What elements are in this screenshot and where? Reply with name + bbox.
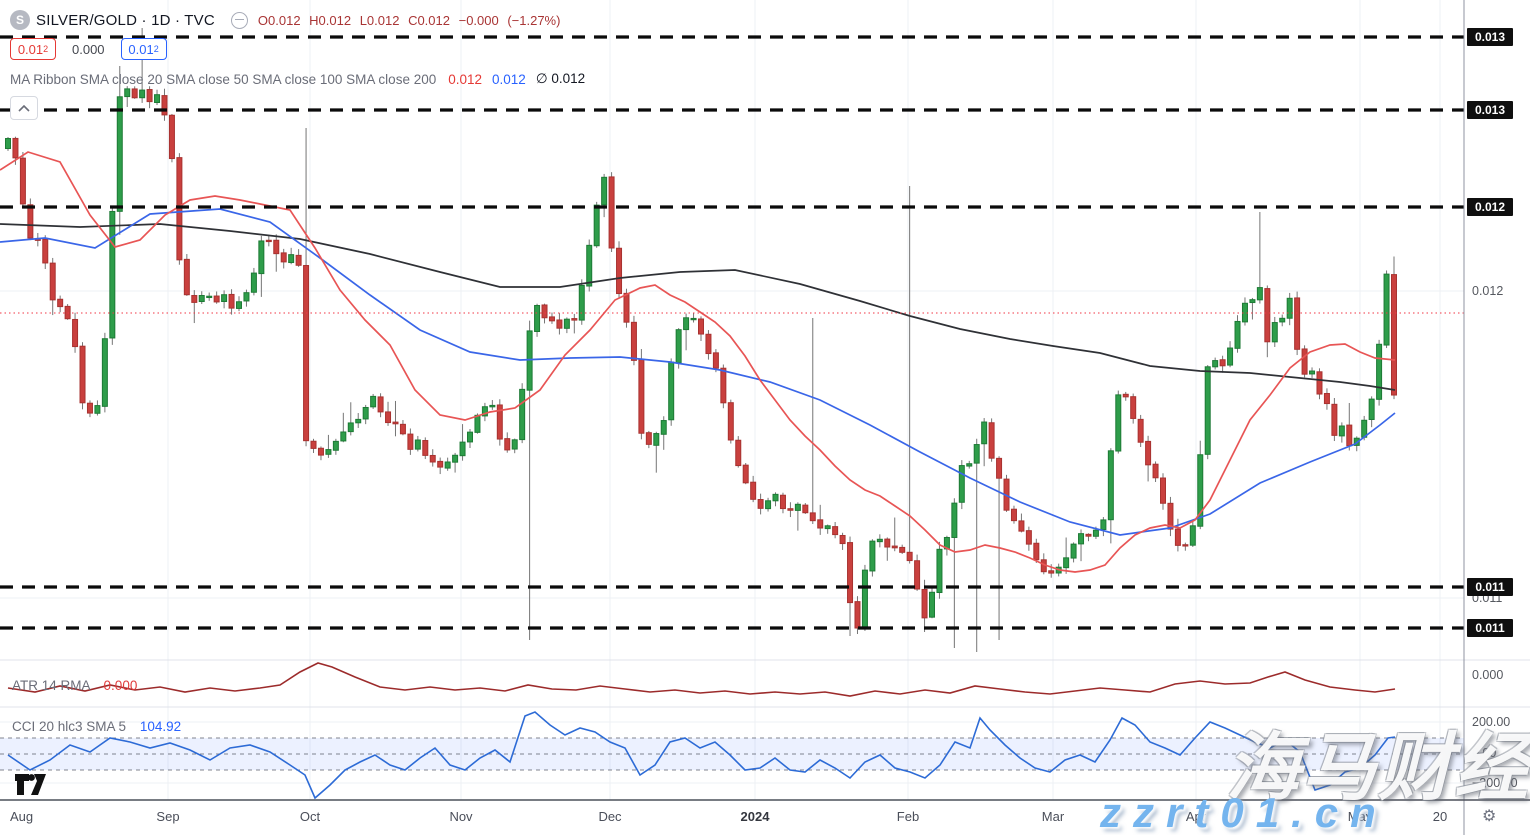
- legend: S SILVER/GOLD · 1D · TVC O0.012 H0.012 L…: [10, 8, 585, 120]
- tradingview-logo[interactable]: [14, 772, 48, 803]
- ma-ribbon-value-blue: 0.012: [492, 71, 526, 87]
- atr-indicator-label[interactable]: ATR 14 RMA 0.000: [12, 678, 137, 693]
- cci-pane: [0, 737, 1464, 771]
- collapse-legend-button[interactable]: [10, 96, 38, 120]
- time-tick: Aug: [10, 809, 34, 824]
- level-price-badge: 0.013: [1467, 101, 1513, 119]
- level-price-badge: 0.012: [1467, 198, 1513, 216]
- ma-ribbon-value-red: 0.012: [448, 71, 483, 87]
- time-tick: Mar: [1041, 809, 1065, 824]
- price-tick: 0.00: [1472, 746, 1497, 760]
- cci-indicator-label[interactable]: CCI 20 hlc3 SMA 5 104.92: [12, 719, 181, 734]
- sma20-line: [0, 151, 1396, 573]
- symbol-logo-icon: S: [10, 10, 30, 30]
- chevron-up-icon: [18, 104, 30, 112]
- price-tick: 0.012: [1472, 284, 1504, 298]
- time-tick: Oct: [299, 809, 321, 824]
- axis-settings-gear-icon[interactable]: ⚙: [1482, 808, 1497, 825]
- time-tick: Sep: [156, 809, 180, 824]
- atr-line: [7, 662, 1396, 697]
- atr-value: 0.000: [103, 678, 138, 693]
- candles-layer[interactable]: [5, 28, 1397, 652]
- price-tick: −200.00: [1472, 776, 1518, 790]
- symbol-row[interactable]: S SILVER/GOLD · 1D · TVC O0.012 H0.012 L…: [10, 8, 585, 32]
- time-tick: 2024: [740, 809, 770, 824]
- price-labels-row: 0.01 2 0.000 0.01 2: [10, 37, 585, 61]
- ma-ribbon-row[interactable]: MA Ribbon SMA close 20 SMA close 50 SMA …: [10, 70, 585, 88]
- tradingview-logo-icon: [15, 774, 46, 795]
- time-tick: Nov: [449, 809, 473, 824]
- pane-separators[interactable]: [0, 659, 1530, 708]
- ohlc-values: O0.012 H0.012 L0.012 C0.012 −0.000 (−1.2…: [257, 12, 561, 28]
- price-label-mid: 0.000: [68, 41, 109, 57]
- time-tick: May: [1347, 809, 1373, 824]
- time-tick: 20: [1432, 809, 1448, 824]
- level-price-badge: 0.011: [1467, 619, 1513, 637]
- level-price-badge: 0.013: [1467, 28, 1513, 46]
- cci-value: 104.92: [139, 719, 182, 734]
- price-tick: 0.000: [1472, 668, 1504, 682]
- horizontal-level-lines[interactable]: [0, 35, 1464, 630]
- ma-ribbon-lines: [0, 151, 1396, 573]
- gridlines: [0, 0, 1464, 800]
- time-tick: Feb: [896, 809, 920, 824]
- time-tick: Dec: [598, 809, 622, 824]
- ma-ribbon-label: MA Ribbon SMA close 20 SMA close 50 SMA …: [10, 71, 437, 87]
- symbol-title[interactable]: SILVER/GOLD · 1D · TVC: [36, 11, 215, 29]
- price-box-blue: 0.01 2: [120, 38, 167, 60]
- price-box-red: 0.01 2: [10, 38, 56, 60]
- ma-ribbon-value-avg: ∅ 0.012: [535, 71, 586, 86]
- level-price-badge: 0.011: [1467, 578, 1513, 596]
- atr-label-text: ATR 14 RMA: [12, 678, 90, 693]
- hide-symbol-icon[interactable]: [230, 11, 248, 29]
- sma50-line: [0, 208, 1396, 536]
- time-tick: Apr: [1185, 809, 1207, 824]
- cci-label-text: CCI 20 hlc3 SMA 5: [12, 719, 127, 734]
- cci-line: [7, 711, 1396, 800]
- price-tick: 200.00: [1472, 715, 1511, 729]
